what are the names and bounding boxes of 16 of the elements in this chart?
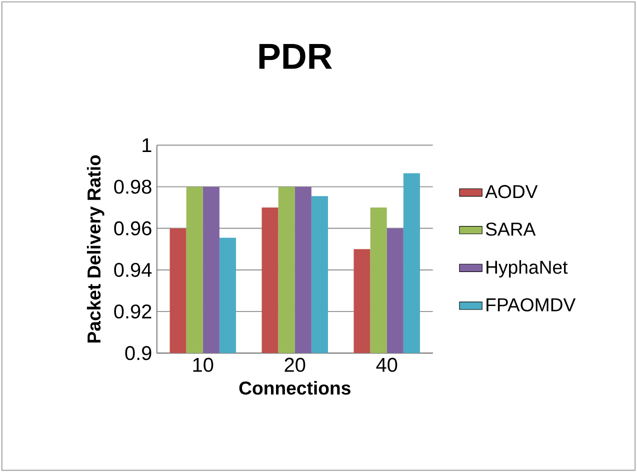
x-axis-title: Connections (239, 380, 350, 395)
y-tick-label: 0.96 (114, 221, 152, 236)
y-tick-label: 0.98 (114, 180, 152, 194)
y-tick-label: 0.9 (125, 346, 152, 360)
x-tick-label: 20 (284, 358, 306, 372)
x-tick-label: 40 (376, 358, 398, 372)
chart-title: PDR (259, 44, 332, 69)
legend-label: AODV (485, 184, 538, 198)
y-tick-label: 1 (142, 138, 152, 152)
x-tick-label: 10 (193, 358, 214, 372)
y-axis-title: Packet Delivery Ratio (86, 155, 104, 342)
legend-label: HyphaNet (486, 260, 568, 278)
legend-label: FPAOMDV (486, 298, 576, 312)
y-tick-label: 0.94 (114, 262, 152, 277)
y-tick-label: 0.92 (114, 304, 152, 318)
legend-label: SARA (486, 222, 536, 236)
